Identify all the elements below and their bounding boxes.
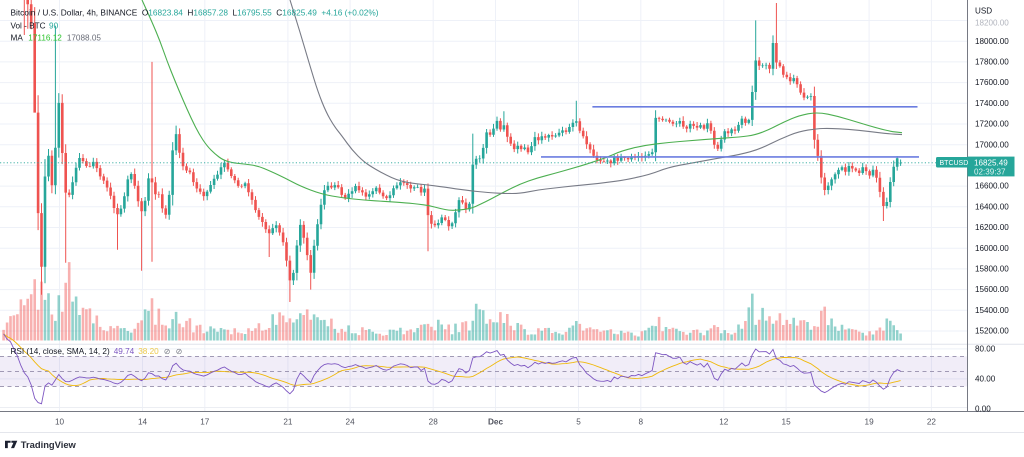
svg-text:16400.00: 16400.00 <box>975 202 1009 211</box>
svg-text:14: 14 <box>138 417 148 426</box>
svg-text:17200.00: 17200.00 <box>975 120 1009 129</box>
svg-text:17800.00: 17800.00 <box>975 58 1009 67</box>
svg-text:16825.49: 16825.49 <box>974 158 1008 167</box>
svg-text:USD: USD <box>975 7 992 16</box>
svg-text:16000.00: 16000.00 <box>975 244 1009 253</box>
svg-text:17000.00: 17000.00 <box>975 140 1009 149</box>
svg-text:8: 8 <box>639 417 644 426</box>
svg-text:12: 12 <box>719 417 729 426</box>
svg-text:BTCUSD: BTCUSD <box>940 160 969 167</box>
svg-text:24: 24 <box>346 417 356 426</box>
svg-text:40.00: 40.00 <box>975 375 996 384</box>
svg-text:0.00: 0.00 <box>975 405 991 414</box>
svg-text:15600.00: 15600.00 <box>975 285 1009 294</box>
svg-text:RSI (14, close, SMA, 14, 2)49.: RSI (14, close, SMA, 14, 2) 49.74 38.20 ⊘ ⊘ <box>11 347 183 356</box>
svg-text:TradingView: TradingView <box>21 439 77 450</box>
svg-text:22: 22 <box>927 417 937 426</box>
svg-text:17600.00: 17600.00 <box>975 78 1009 87</box>
svg-text:15400.00: 15400.00 <box>975 306 1009 315</box>
svg-text:Bitcoin / U.S. Dollar, 4h, BIN: Bitcoin / U.S. Dollar, 4h, BINANCE O16823… <box>11 8 379 18</box>
svg-text:15800.00: 15800.00 <box>975 265 1009 274</box>
svg-text:10: 10 <box>55 417 65 426</box>
svg-text:19: 19 <box>865 417 875 426</box>
svg-text:15: 15 <box>782 417 792 426</box>
svg-text:16200.00: 16200.00 <box>975 223 1009 232</box>
svg-text:21: 21 <box>283 417 293 426</box>
svg-text:15200.00: 15200.00 <box>975 327 1009 336</box>
svg-text:18000.00: 18000.00 <box>975 37 1009 46</box>
svg-text:Dec: Dec <box>488 417 503 426</box>
svg-text:5: 5 <box>576 417 581 426</box>
svg-text:28: 28 <box>429 417 439 426</box>
svg-text:02:39:37: 02:39:37 <box>974 167 1006 176</box>
svg-text:80.00: 80.00 <box>975 345 996 354</box>
svg-text:17400.00: 17400.00 <box>975 99 1009 108</box>
svg-text:16600.00: 16600.00 <box>975 182 1009 191</box>
svg-text:17: 17 <box>200 417 210 426</box>
svg-text:18200.00: 18200.00 <box>975 19 1009 28</box>
